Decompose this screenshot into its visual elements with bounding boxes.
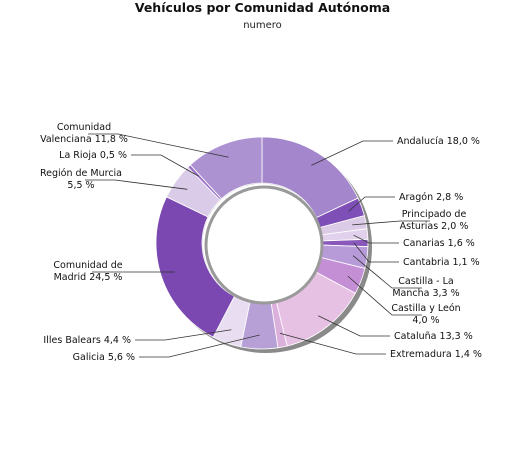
donut-slice-comunidad-valenciana[interactable] [189, 136, 263, 200]
leader-line [85, 179, 188, 190]
slice-label-andaluc-a: Andalucía 18,0 % [397, 136, 480, 147]
leader-line [348, 196, 395, 212]
leader-line [353, 242, 399, 263]
slice-label-comunidad-valenciana: Comunidad Valenciana 11,8 % [40, 122, 128, 145]
slice-label-castilla-la-mancha: Castilla - La Mancha 3,3 % [392, 276, 459, 299]
slice-label-cantabria: Cantabria 1,1 % [403, 257, 480, 268]
slice-label-principado-de-asturias: Principado de Asturias 2,0 % [400, 209, 469, 232]
leader-line [88, 133, 229, 158]
slice-label-catalu-a: Cataluña 13,3 % [394, 331, 473, 342]
slice-label-castilla-y-le-n: Castilla y León 4,0 % [391, 303, 460, 326]
donut-inner-rim [204, 185, 324, 305]
slice-label-la-rioja: La Rioja 0,5 % [59, 150, 127, 161]
chart-subtitle: numero [243, 20, 282, 31]
leader-line [279, 332, 386, 355]
leader-line [311, 140, 393, 166]
slice-label-regi-n-de-murcia: Región de Murcia 5,5 % [40, 168, 122, 191]
donut-hole [202, 183, 322, 303]
leader-line [347, 275, 422, 316]
leader-line [318, 315, 390, 337]
leader-line [131, 154, 199, 177]
slice-label-illes-balears: Illes Balears 4,4 % [43, 335, 131, 346]
slice-label-extremadura: Extremadura 1,4 % [390, 349, 482, 360]
slice-label-galicia: Galicia 5,6 % [73, 352, 135, 363]
donut-slice-comunidad-de-madrid[interactable] [155, 196, 235, 338]
leader-line [135, 329, 232, 341]
chart-title: Vehículos por Comunidad Autónoma [134, 0, 391, 15]
leader-line [139, 334, 260, 358]
labels-group: Andalucía 18,0 % Aragón 2,8 % Principado d… [40, 122, 482, 363]
slice-label-arag-n: Aragón 2,8 % [399, 192, 463, 203]
leader-line [352, 255, 422, 289]
slice-label-comunidad-de-madrid: Comunidad de Madrid 24,5 % [53, 260, 122, 283]
leader-line [352, 220, 430, 226]
leader-line [353, 234, 399, 244]
slice-label-canarias: Canarias 1,6 % [403, 238, 475, 249]
